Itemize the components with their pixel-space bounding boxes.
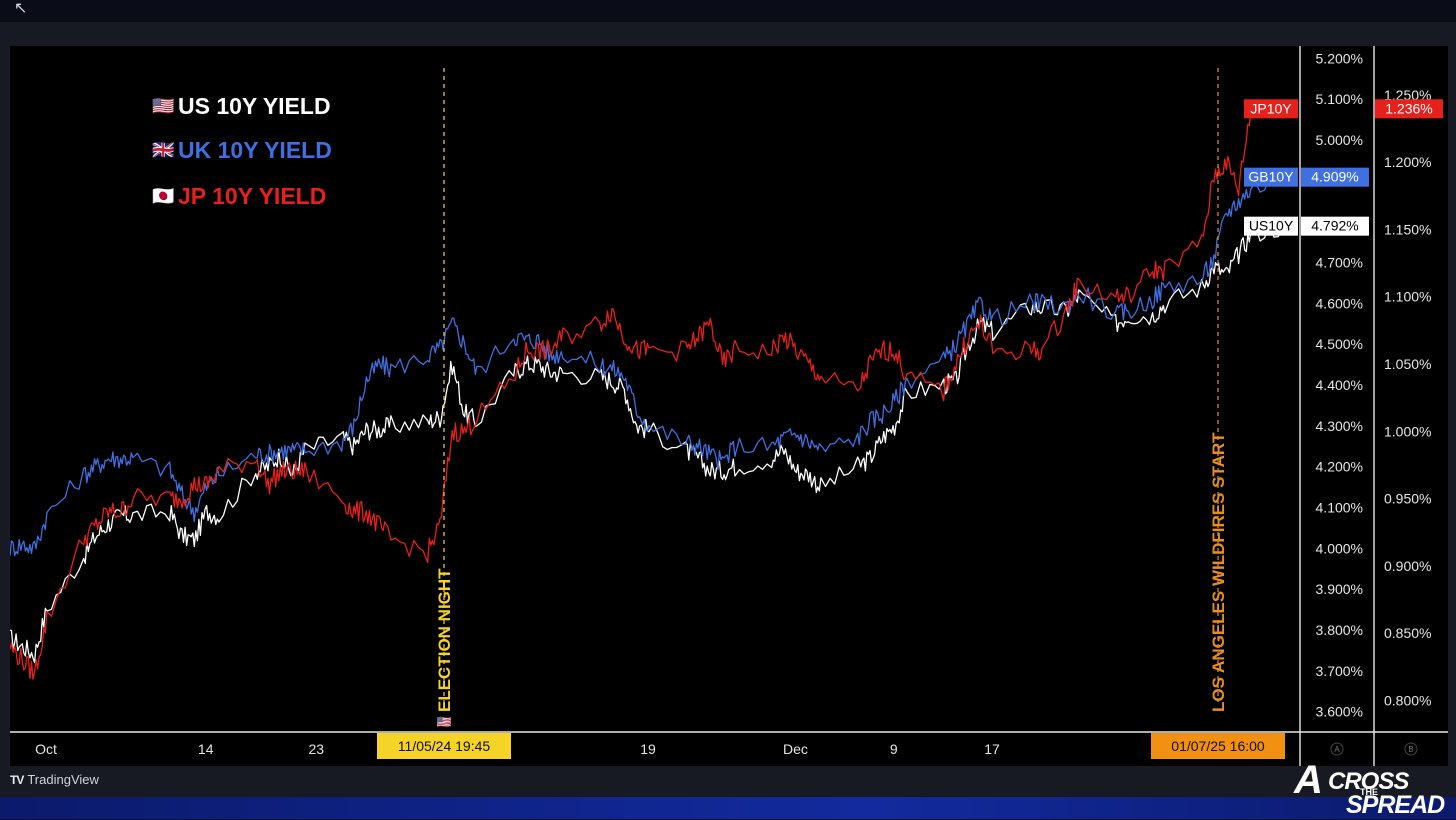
- annotation-wildfires-date-label: 01/07/25 16:00: [1171, 738, 1265, 754]
- axis-a-tick-label: 3.700%: [1316, 663, 1363, 679]
- last-value-gb10y: 4.909%: [1311, 169, 1358, 185]
- axis-b-tick-label: 0.950%: [1384, 491, 1431, 507]
- annotation-wildfires-date-box: [1151, 733, 1285, 759]
- axis-a-tick-label: 4.200%: [1316, 459, 1363, 475]
- axis-a-button-label: A: [1334, 745, 1340, 754]
- axis-b-tick-label: 1.100%: [1384, 289, 1431, 305]
- series-name-box-gb10y: [1244, 167, 1298, 187]
- cursor-icon: ↖: [14, 0, 28, 17]
- legend-flag-0: 🇺🇸: [152, 96, 174, 116]
- axis-a-tick-label: 4.300%: [1316, 418, 1363, 434]
- series-name-gb10y: GB10Y: [1248, 169, 1294, 185]
- annotation-election-flag: 🇺🇸: [437, 715, 452, 729]
- x-tick-label: 17: [984, 741, 1000, 757]
- last-value-box-us10y: [1301, 216, 1369, 236]
- legend-flag-1: 🇬🇧: [152, 140, 174, 160]
- axis-b-tick-label: 0.800%: [1384, 692, 1431, 708]
- axis-a-tick-label: 4.700%: [1316, 254, 1363, 270]
- tradingview-logo-icon: TV: [10, 772, 24, 787]
- axis-a-tick-label: 3.600%: [1316, 704, 1363, 720]
- axis-a-tick-label: 4.400%: [1316, 377, 1363, 393]
- axis-b-tick-label: 0.850%: [1384, 625, 1431, 641]
- axis-a-tick-label: 4.000%: [1316, 540, 1363, 556]
- watermark-part3: SPREAD: [1346, 791, 1445, 819]
- axis-a-button[interactable]: [1330, 742, 1344, 756]
- axis-b-tick-label: 1.050%: [1384, 356, 1431, 372]
- axis-b-tick-label: 1.250%: [1384, 87, 1431, 103]
- annotation-election-date-label: 11/05/24 19:45: [398, 738, 491, 754]
- axis-b-button-label: B: [1408, 745, 1413, 754]
- legend-label-2: JP 10Y YIELD: [178, 183, 326, 209]
- axis-a-tick-label: 3.800%: [1316, 622, 1363, 638]
- axis-a-tick-label: 4.500%: [1316, 336, 1363, 352]
- top-strip: ↖: [0, 0, 1456, 22]
- x-tick-label: Oct: [35, 741, 57, 757]
- last-value-us10y: 4.792%: [1311, 218, 1358, 234]
- series-name-jp10y: JP10Y: [1250, 100, 1292, 116]
- axis-b-tick-label: 1.200%: [1384, 154, 1431, 170]
- axis-a-tick-label: 5.000%: [1316, 132, 1363, 148]
- axis-a-tick-label: 4.100%: [1316, 499, 1363, 515]
- x-tick-label: 19: [640, 741, 656, 757]
- last-value-box-gb10y: [1301, 167, 1369, 187]
- axis-a-tick-label: 5.200%: [1316, 50, 1363, 66]
- axis-a-tick-label: 3.900%: [1316, 581, 1363, 597]
- axis-b-tick-label: 1.000%: [1384, 423, 1431, 439]
- annotation-election-date-box: [377, 733, 511, 759]
- series-line-gb10y: [9, 176, 1289, 557]
- tradingview-label: TradingView: [27, 772, 99, 787]
- series-name-us10y: US10Y: [1249, 218, 1294, 234]
- tradingview-brand[interactable]: TV TradingView: [10, 772, 99, 787]
- legend-flag-2: 🇯🇵: [152, 186, 174, 206]
- watermark-part1: CROSS: [1328, 768, 1409, 795]
- axis-a-tick-label: 4.600%: [1316, 295, 1363, 311]
- last-value-box-jp10y: [1375, 99, 1443, 119]
- x-tick-label: 14: [198, 741, 214, 757]
- chart-area[interactable]: 5.200%5.100%5.000%4.900%4.800%4.700%4.60…: [9, 46, 1448, 766]
- legend-label-1: UK 10Y YIELD: [178, 137, 332, 163]
- annotation-election-label: ELECTION NIGHT: [435, 568, 454, 712]
- x-tick-label: 9: [890, 741, 898, 757]
- axis-a-tick-label: 5.100%: [1316, 91, 1363, 107]
- series-name-box-jp10y: [1244, 99, 1298, 119]
- x-tick-label: Dec: [783, 741, 808, 757]
- series-line-us10y: [9, 220, 1289, 664]
- series-line-jp10y: [9, 104, 1289, 680]
- axis-b-tick-label: 1.150%: [1384, 221, 1431, 237]
- watermark-part2: THE: [1360, 787, 1378, 797]
- chart-svg[interactable]: 5.200%5.100%5.000%4.900%4.800%4.700%4.60…: [9, 46, 1448, 766]
- bottom-band: [0, 797, 1456, 819]
- annotation-wildfires-label: LOS ANGELES WILDFIRES START: [1209, 432, 1228, 712]
- axis-b-button[interactable]: [1404, 742, 1418, 756]
- legend-label-0: US 10Y YIELD: [178, 93, 331, 119]
- last-value-jp10y: 1.236%: [1385, 100, 1432, 116]
- x-tick-label: 23: [308, 741, 324, 757]
- series-name-box-us10y: [1244, 216, 1298, 236]
- watermark-initial: A: [1294, 758, 1323, 802]
- axis-b-tick-label: 0.900%: [1384, 558, 1431, 574]
- across-the-spread-logo: A CROSS THE SPREAD: [1294, 758, 1454, 819]
